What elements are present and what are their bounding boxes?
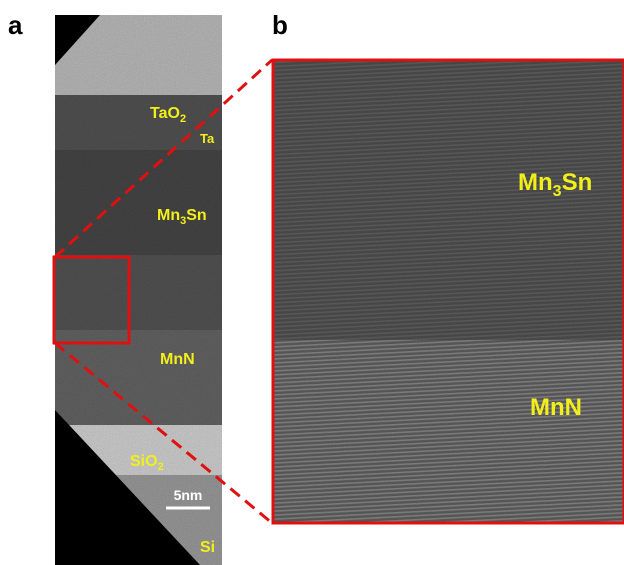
figure: a b TaO2 Ta Mn3Sn MnN SiO2 Si 5nm Mn3Sn …: [0, 0, 624, 565]
layer-label: MnN: [160, 351, 195, 368]
panel-label: a: [8, 10, 23, 40]
layer-label: Ta: [200, 131, 215, 146]
panel-label: b: [272, 10, 288, 40]
tem-image-b: [273, 60, 624, 523]
layer-label: MnN: [530, 394, 582, 421]
scale-bar-label: 5nm: [174, 487, 203, 503]
layer-label: Si: [200, 539, 215, 556]
